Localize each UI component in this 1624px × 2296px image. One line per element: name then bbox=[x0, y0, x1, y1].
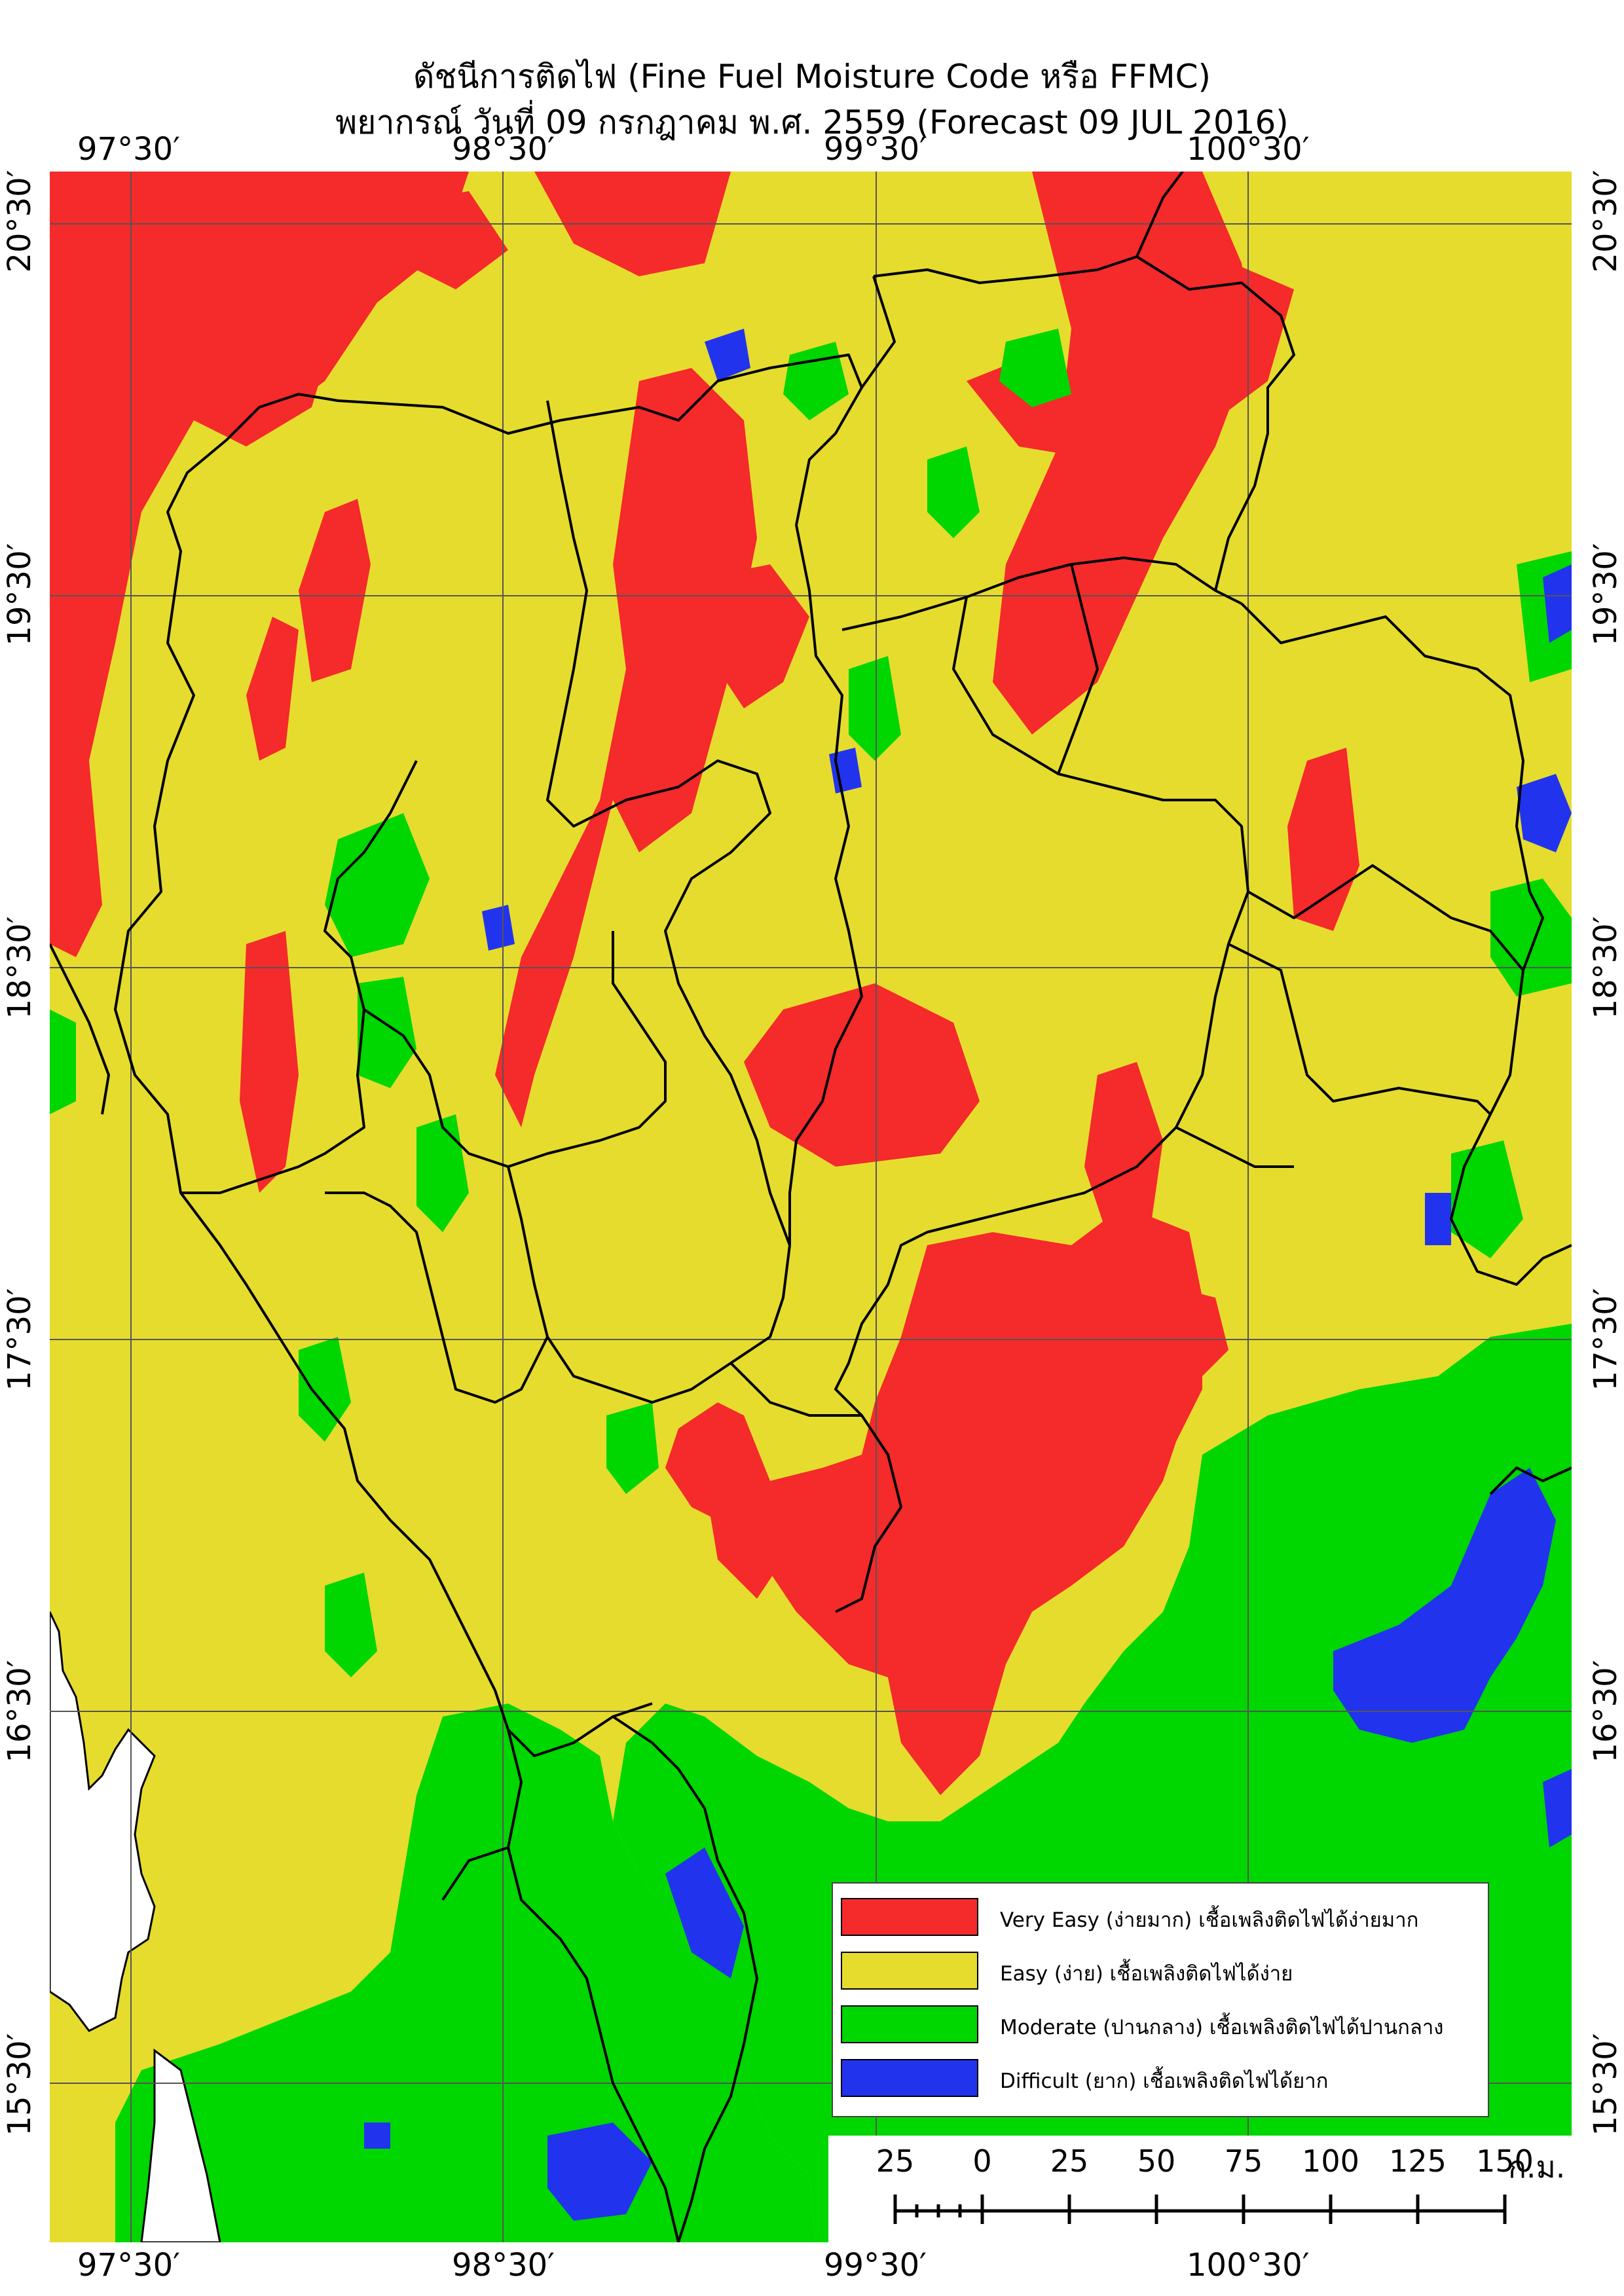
admin-boundaries bbox=[50, 172, 1572, 2242]
legend-item-very-easy: Very Easy (ง่ายมาก) เชื้อเพลิงติดไฟได้ง่… bbox=[841, 1898, 1483, 1937]
lat-tick-right: 16°30′ bbox=[1587, 1660, 1624, 1763]
legend-swatch bbox=[841, 2005, 978, 2043]
lat-tick-right: 18°30′ bbox=[1587, 916, 1624, 1019]
scale-label: 25 bbox=[876, 2143, 915, 2179]
legend-label: Difficult (ยาก) เชื้อเพลิงติดไฟได้ยาก bbox=[1000, 2069, 1329, 2093]
scale-unit: ก.ม. bbox=[1508, 2149, 1566, 2185]
legend-swatch bbox=[841, 2059, 978, 2097]
lat-tick-right: 15°30′ bbox=[1587, 2033, 1624, 2136]
lon-tick-bottom: 98°30′ bbox=[452, 2247, 555, 2284]
sea-area bbox=[50, 1611, 156, 2032]
lat-tick-left: 19°30′ bbox=[1, 543, 38, 646]
scale-bar: 25 0 25 50 75 100 125 150 ก.ม. bbox=[828, 2136, 1572, 2242]
lat-tick-left: 16°30′ bbox=[1, 1660, 38, 1763]
legend-label: Easy (ง่าย) เชื้อเพลิงติดไฟได้ง่าย bbox=[1000, 1962, 1293, 1986]
lat-tick-left: 18°30′ bbox=[1, 916, 38, 1019]
lon-tick-top: 99°30′ bbox=[824, 131, 927, 168]
legend-swatch bbox=[841, 1952, 978, 1990]
lat-tick-left: 20°30′ bbox=[1, 170, 38, 273]
map-subtitle: พยากรณ์ วันที่ 09 กรกฎาคม พ.ศ. 2559 (For… bbox=[335, 103, 1289, 141]
scale-label: 75 bbox=[1224, 2143, 1263, 2179]
scale-label: 50 bbox=[1137, 2143, 1176, 2179]
scale-label: 25 bbox=[1050, 2143, 1089, 2179]
legend-item-difficult: Difficult (ยาก) เชื้อเพลิงติดไฟได้ยาก bbox=[841, 2059, 1483, 2098]
legend-label: Very Easy (ง่ายมาก) เชื้อเพลิงติดไฟได้ง่… bbox=[1000, 1908, 1419, 1932]
difficult-zones bbox=[364, 329, 1572, 2221]
ffmc-map[interactable] bbox=[50, 172, 1572, 2242]
lon-tick-bottom: 99°30′ bbox=[824, 2247, 927, 2284]
legend-item-moderate: Moderate (ปานกลาง) เชื้อเพลิงติดไฟได้ปาน… bbox=[841, 2005, 1483, 2045]
map-title: ดัชนีการติดไฟ (Fine Fuel Moisture Code ห… bbox=[413, 58, 1211, 96]
sea-area-coast bbox=[140, 2049, 221, 2242]
graticule bbox=[50, 172, 1572, 2242]
lat-tick-right: 20°30′ bbox=[1587, 170, 1624, 273]
lat-tick-right: 19°30′ bbox=[1587, 543, 1624, 646]
lat-tick-left: 17°30′ bbox=[1, 1288, 38, 1391]
legend-item-easy: Easy (ง่าย) เชื้อเพลิงติดไฟได้ง่าย bbox=[841, 1952, 1483, 1991]
scale-label: 150 bbox=[1476, 2143, 1534, 2179]
legend-swatch bbox=[841, 1898, 978, 1936]
scale-label: 0 bbox=[972, 2143, 992, 2179]
lon-tick-top: 97°30′ bbox=[77, 131, 181, 168]
lon-tick-bottom: 97°30′ bbox=[77, 2247, 181, 2284]
scale-bar-ruler bbox=[893, 2195, 1507, 2224]
lon-tick-bottom: 100°30′ bbox=[1187, 2247, 1310, 2284]
lon-tick-top: 100°30′ bbox=[1187, 131, 1310, 168]
legend-label: Moderate (ปานกลาง) เชื้อเพลิงติดไฟได้ปาน… bbox=[1000, 2016, 1444, 2039]
lon-tick-top: 98°30′ bbox=[452, 131, 555, 168]
scale-label: 100 bbox=[1302, 2143, 1359, 2179]
lat-tick-left: 15°30′ bbox=[1, 2033, 38, 2136]
lat-tick-right: 17°30′ bbox=[1587, 1288, 1624, 1391]
scale-label: 125 bbox=[1389, 2143, 1447, 2179]
map-legend: Very Easy (ง่ายมาก) เชื้อเพลิงติดไฟได้ง่… bbox=[832, 1882, 1489, 2117]
